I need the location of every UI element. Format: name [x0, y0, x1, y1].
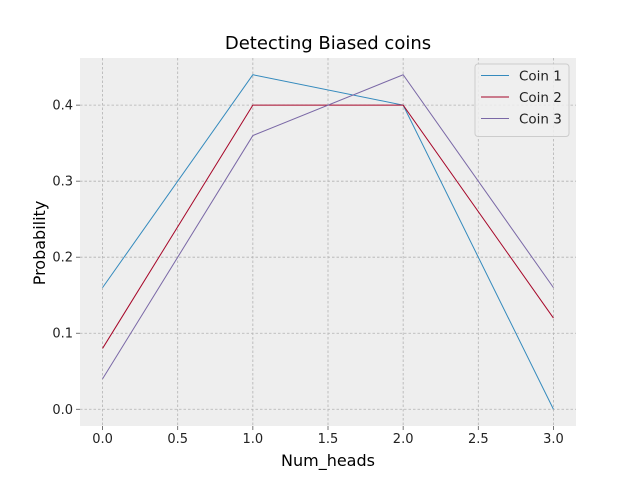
chart-title: Detecting Biased coins	[225, 33, 431, 54]
y-tick-label: 0.1	[52, 327, 73, 342]
series-line-coin-1	[102, 74, 554, 410]
legend: Coin 1 Coin 2 Coin 3	[474, 63, 570, 137]
x-tick-label: 0.5	[167, 432, 188, 447]
ticks: 0.0 0.5 1.0 1.5 2.0 2.5 3.0 0.0 0.1 0.2 0.3 0.4	[52, 99, 563, 447]
legend-label: Coin 2	[519, 90, 562, 106]
y-tick-label: 0.2	[52, 251, 73, 266]
y-axis-label: Probability	[30, 201, 49, 286]
x-axis-label: Num_heads	[281, 451, 375, 471]
legend-label: Coin 3	[519, 112, 562, 128]
y-tick-label: 0.0	[52, 403, 73, 418]
series-line-coin-3	[102, 74, 554, 380]
x-tick-label: 3.0	[543, 432, 564, 447]
x-tick-label: 1.5	[318, 432, 339, 447]
y-tick-label: 0.3	[52, 175, 73, 190]
legend-label: Coin 1	[519, 69, 562, 85]
series-lines	[102, 74, 554, 410]
x-tick-label: 2.0	[393, 432, 414, 447]
x-tick-label: 0.0	[92, 432, 113, 447]
x-tick-label: 2.5	[468, 432, 489, 447]
x-tick-label: 1.0	[243, 432, 264, 447]
y-tick-label: 0.4	[52, 99, 73, 114]
